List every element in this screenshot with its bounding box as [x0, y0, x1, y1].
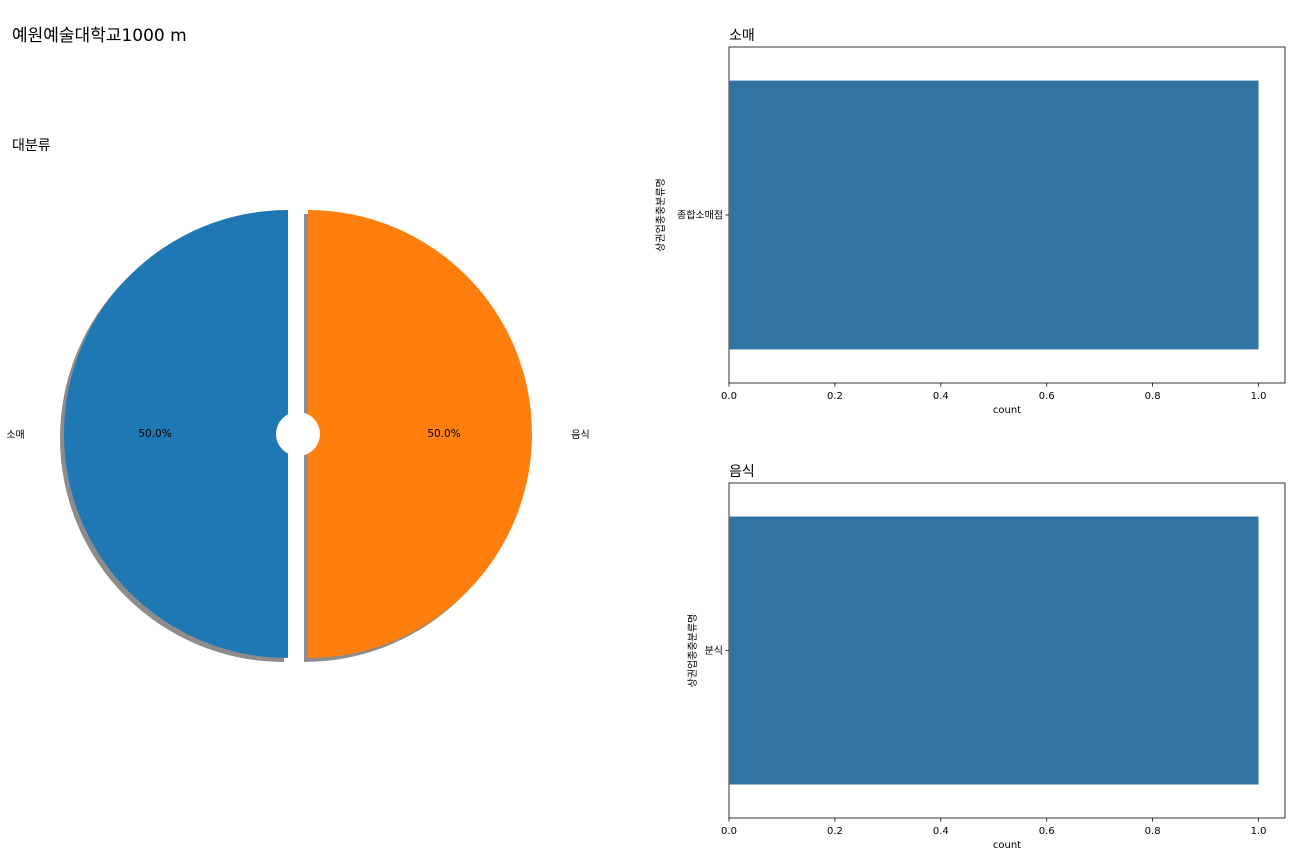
y-tick-label: 분식: [705, 645, 723, 657]
y-axis-label: 상권업종중분류명: [654, 178, 667, 252]
x-tick-label: 0.6: [1039, 826, 1055, 837]
pie-slice-label: 음식: [571, 429, 589, 441]
x-axis-label: count: [993, 405, 1021, 416]
pie-title: 대분류: [12, 138, 51, 154]
bar-chart-food-title: 음식: [729, 464, 755, 480]
bar: [729, 80, 1259, 350]
pie-slice: [64, 210, 288, 658]
pie-slice-label: 소매: [6, 429, 24, 441]
x-axis-label: count: [993, 840, 1021, 851]
x-tick-label: 1.0: [1251, 826, 1267, 837]
y-tick-label: 종합소매점: [677, 210, 723, 222]
x-tick-label: 0.0: [721, 391, 737, 402]
bar-chart-retail-content: 종합소매점 0.0 0.2 0.4 0.6 0.8 1.0 count 상권업종중분류명: [654, 46, 1286, 416]
x-tick-label: 0.2: [827, 826, 843, 837]
bar-chart-food-content: 분식 0.0 0.2 0.4 0.6 0.8 1.0 count 상권업종중분류명: [686, 482, 1286, 851]
pie-slice-group: [64, 210, 532, 658]
bar-chart-retail: 소매 종합소매점 0.0 0.2 0.4 0.6 0.8 1.0 count 상권업종중분류명: [654, 28, 1286, 416]
pie-slice-percent: 50.0%: [427, 428, 460, 440]
x-tick-label: 0.4: [933, 826, 949, 837]
x-tick-label: 0.2: [827, 391, 843, 402]
x-tick-label: 0.6: [1039, 391, 1055, 402]
x-tick-label: 0.8: [1145, 826, 1161, 837]
pie-label-group: 소매 50.0% 음식 50.0%: [6, 428, 589, 441]
bar: [729, 516, 1259, 785]
x-tick-label: 0.8: [1145, 391, 1161, 402]
x-tick-label: 0.0: [721, 826, 737, 837]
pie-slice-percent: 50.0%: [138, 428, 171, 440]
x-tick-label: 1.0: [1251, 391, 1267, 402]
x-tick-label: 0.4: [933, 391, 949, 402]
bar-chart-food: 음식 분식 0.0 0.2 0.4 0.6 0.8 1.0 count 상권업종중분류명: [686, 464, 1286, 851]
pie-chart-panel: 대분류 소매 50.0% 음식 50.0%: [6, 138, 590, 662]
bar-chart-retail-title: 소매: [729, 28, 755, 44]
figure-suptitle: 예원예술대학교1000 m: [12, 26, 187, 46]
pie-slice: [308, 210, 532, 658]
pie-center-hole: [276, 412, 320, 456]
y-axis-label: 상권업종중분류명: [686, 614, 699, 688]
